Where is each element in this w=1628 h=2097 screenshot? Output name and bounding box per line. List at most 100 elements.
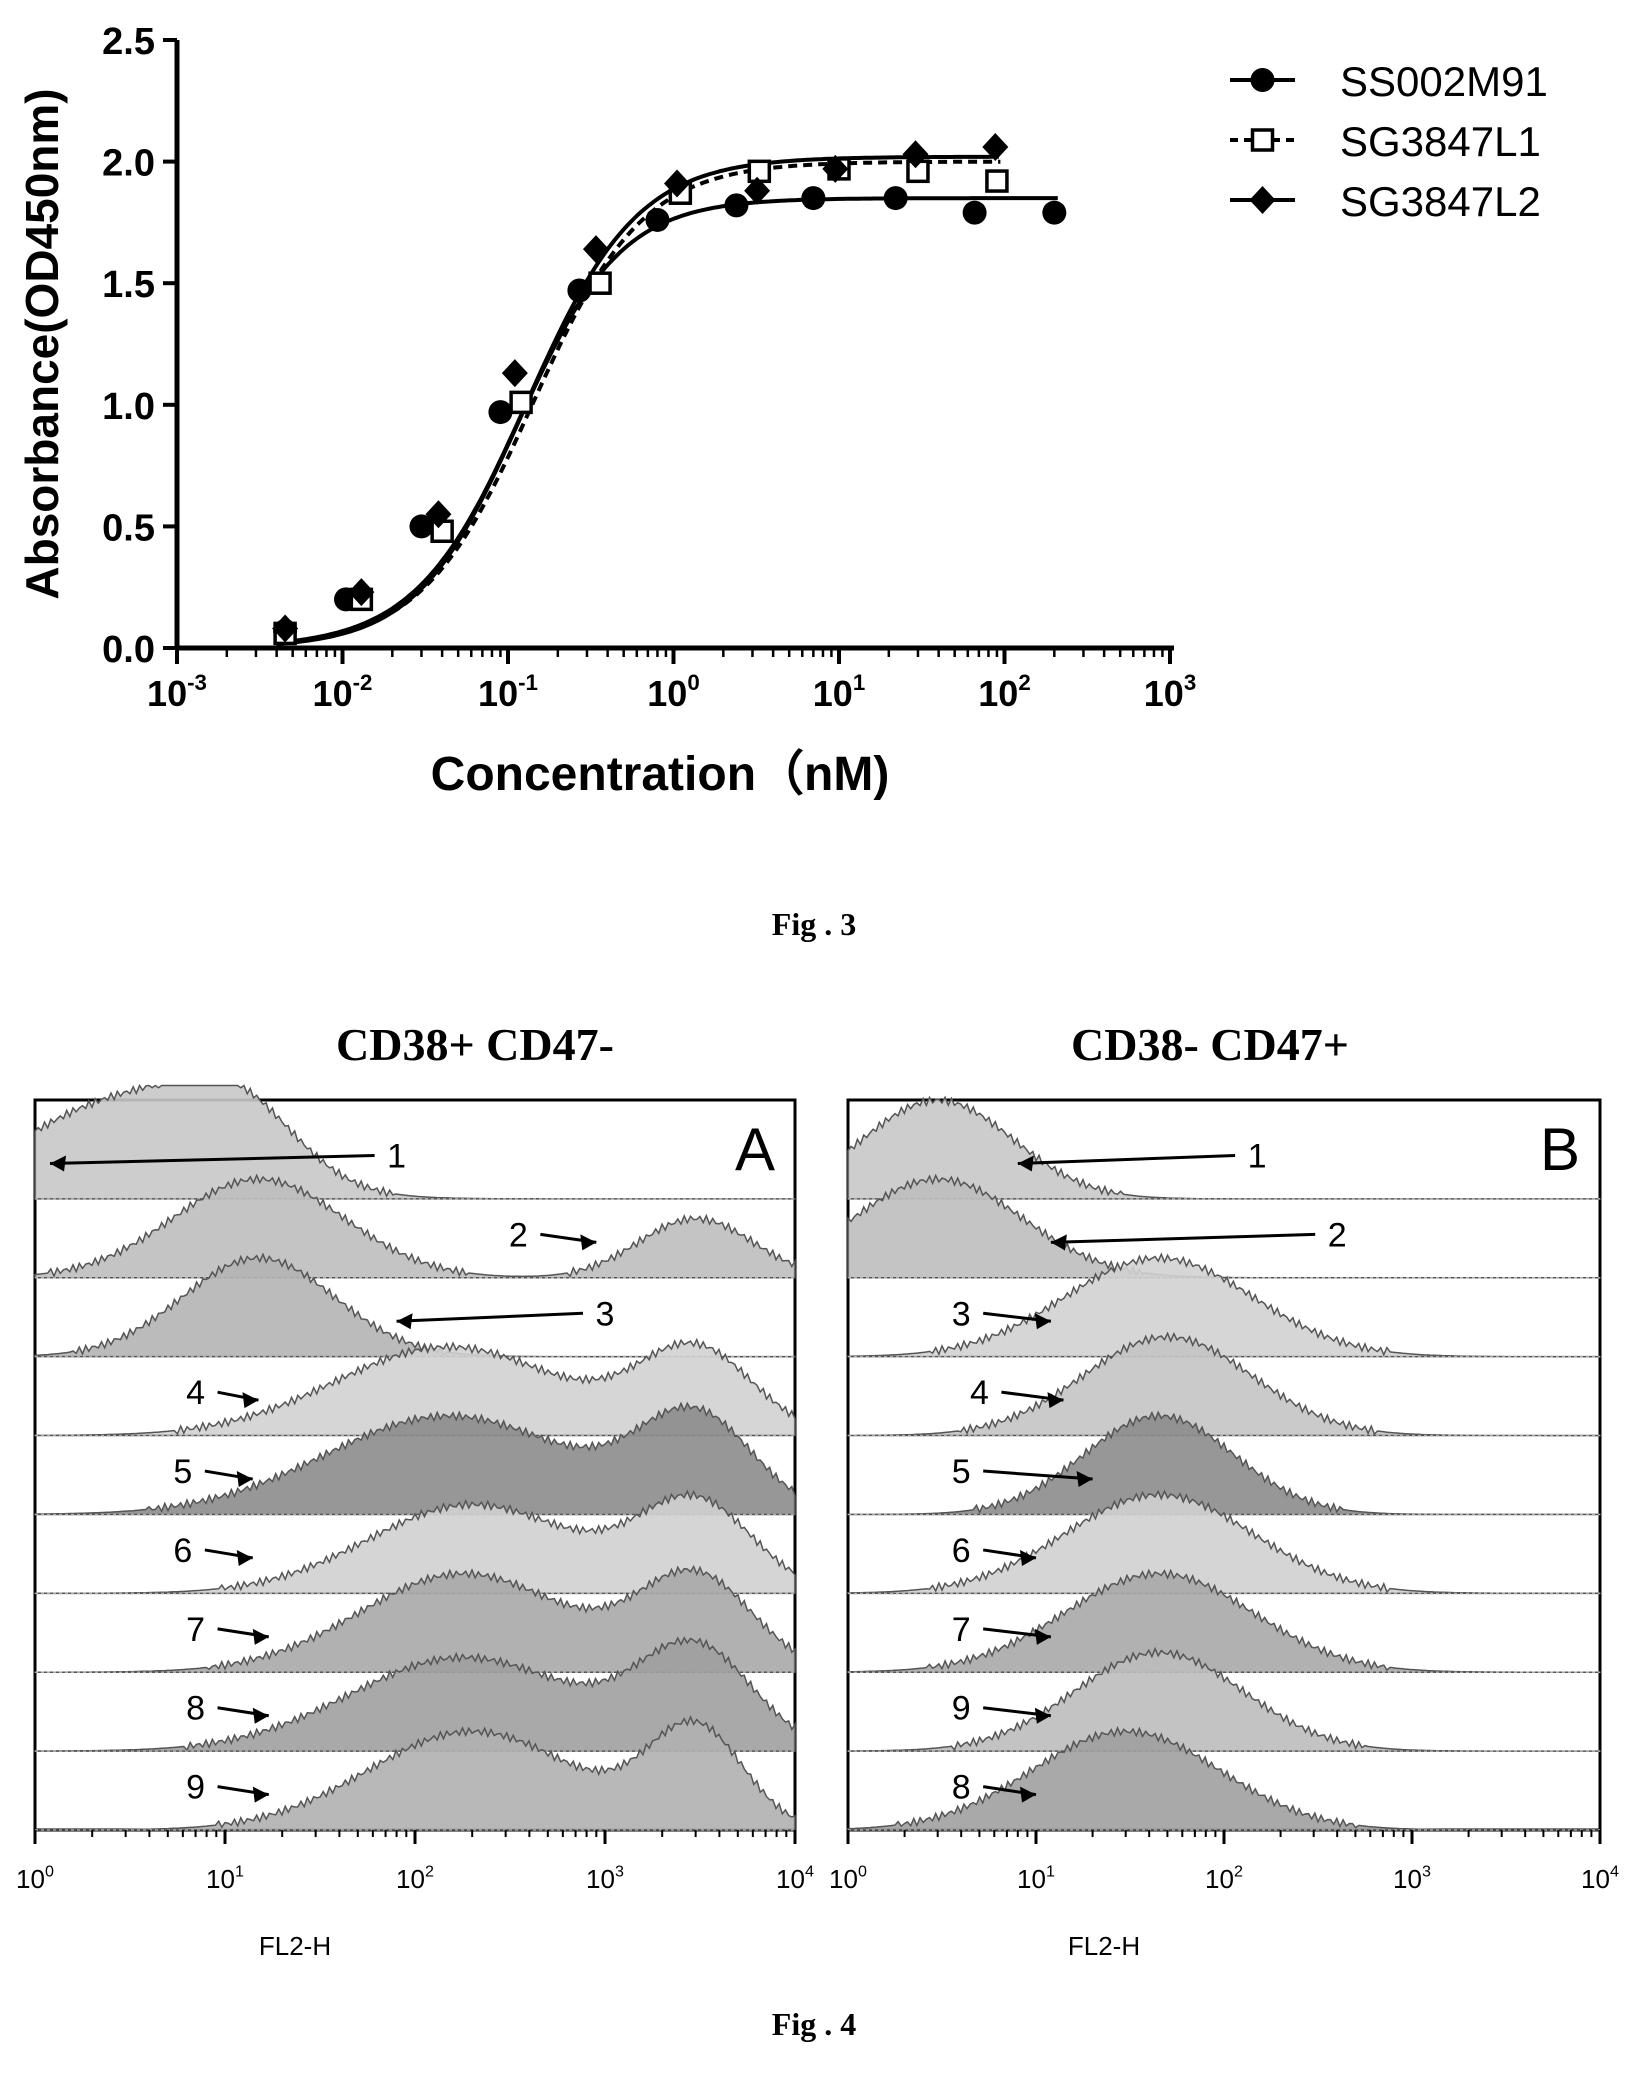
trace-arrow: [983, 1627, 1052, 1639]
data-point-SS002M91: [645, 207, 670, 232]
trace-label: 8: [186, 1690, 205, 1728]
histogram-trace-5: [847, 1410, 1601, 1516]
panel-frame: [33, 1098, 797, 1832]
trace-arrow: [982, 1785, 1037, 1797]
histogram-trace-3: [847, 1252, 1601, 1358]
binding-curve-chart: 0.0 0.5 1.0 1.5 2.0 2.5 10-3 10-2 10-1 100 101 102…: [16, 21, 1548, 942]
trace-label: 7: [952, 1611, 971, 1649]
x-tick-label: 100: [829, 1862, 867, 1894]
x-axis-title: Concentration（nM): [431, 748, 890, 801]
data-point-SG3847L2: [744, 176, 771, 205]
x-tick-label: 10-2: [313, 670, 373, 714]
trace-arrow: [217, 1390, 259, 1402]
trace-label: 5: [173, 1453, 192, 1491]
data-point-SG3847L1: [985, 169, 1009, 193]
data-point-SS002M91: [883, 186, 908, 211]
x-tick-label: 104: [776, 1862, 814, 1894]
histogram-trace-1: [847, 1095, 1601, 1200]
data-point-SG3847L2: [272, 614, 299, 643]
trace-arrowhead: [1034, 1628, 1051, 1645]
panel-a-title: CD38+ CD47-: [336, 1019, 614, 1070]
data-point-SG3847L2: [982, 133, 1009, 162]
data-point-SS002M91: [724, 193, 749, 218]
x-tick-label: 101: [206, 1862, 244, 1894]
data-point-SG3847L2: [664, 169, 691, 198]
trace-arrow: [204, 1469, 254, 1481]
trace-label: 6: [952, 1532, 971, 1570]
x-tick-label: 10-1: [478, 670, 538, 714]
x-tick-label: 101: [1017, 1862, 1055, 1894]
legend-label: SG3847L1: [1340, 118, 1541, 165]
trace-arrowhead: [252, 1786, 269, 1803]
trace-arrowhead: [1020, 1786, 1036, 1803]
data-point-SG3847L1: [509, 390, 533, 415]
legend-label: SS002M91: [1340, 58, 1548, 105]
data-point-SG3847L2: [582, 235, 609, 264]
fit-curve-SS002M91: [276, 196, 1058, 646]
trace-label: 9: [186, 1769, 205, 1807]
trace-arrowhead: [1034, 1313, 1051, 1330]
trace-label: 4: [186, 1374, 205, 1412]
trace-arrow: [217, 1706, 270, 1718]
legend-marker: [1250, 68, 1275, 92]
histogram-trace-7: [847, 1568, 1601, 1673]
x-tick-label: 103: [586, 1862, 624, 1894]
x-tick-label: 101: [813, 670, 865, 714]
trace-arrowhead: [236, 1471, 253, 1488]
trace-label: 1: [1248, 1138, 1267, 1176]
histogram-trace-4: [34, 1337, 796, 1437]
trace-label: 7: [186, 1611, 205, 1649]
x-tick-label: 103: [1393, 1862, 1431, 1894]
y-tick-label: 2.5: [102, 21, 155, 63]
histogram-trace-9: [35, 1714, 796, 1831]
trace-arrow: [217, 1785, 270, 1797]
data-point-SG3847L2: [348, 578, 375, 607]
x-tick-label: 104: [1581, 1862, 1619, 1894]
x-tick-label: 103: [1144, 670, 1196, 714]
trace-label: 3: [952, 1295, 971, 1333]
trace-arrowhead: [252, 1707, 269, 1724]
histogram-trace-6: [34, 1489, 796, 1595]
trace-label: 3: [596, 1295, 615, 1333]
trace-arrowhead: [580, 1234, 597, 1251]
histogram-trace-8: [847, 1725, 1600, 1831]
trace-arrow: [983, 1311, 1052, 1323]
trace-label: 6: [173, 1532, 192, 1570]
panel-b: B 1 2 3 4 5 6 7 9 8 100 101 102 103 104 FL2-H: [829, 1095, 1619, 1961]
histogram-trace-5: [34, 1401, 796, 1516]
histogram-trace-7: [34, 1564, 796, 1673]
trace-arrowhead: [1017, 1155, 1034, 1172]
data-point-SG3847L1: [588, 271, 612, 295]
x-axis-title: FL2-H: [259, 1931, 331, 1961]
histogram-trace-8: [34, 1636, 796, 1752]
legend-marker: [1250, 128, 1275, 152]
trace-arrowhead: [242, 1392, 259, 1409]
data-point-SS002M91: [488, 400, 513, 425]
y-tick-label: 0.5: [102, 507, 155, 549]
trace-label: 2: [509, 1216, 528, 1254]
histogram-trace-2: [847, 1173, 1601, 1279]
trace-arrow: [50, 1154, 375, 1165]
data-point-SS002M91: [962, 200, 987, 225]
trace-arrow: [204, 1548, 254, 1560]
legend: SS002M91 SG3847L1 SG3847L2: [1230, 58, 1548, 225]
data-point-SG3847L2: [425, 500, 452, 529]
histogram-trace-9: [847, 1646, 1601, 1752]
histogram-trace-2: [34, 1173, 796, 1279]
trace-arrowhead: [1050, 1234, 1067, 1251]
trace-arrowhead: [1076, 1471, 1093, 1488]
trace-label: 9: [952, 1690, 971, 1728]
x-tick-label: 102: [1205, 1862, 1243, 1894]
data-point-SG3847L2: [501, 359, 528, 388]
trace-arrowhead: [396, 1313, 413, 1330]
trace-label: 8: [952, 1769, 971, 1807]
y-tick-label: 2.0: [102, 143, 155, 185]
trace-arrowhead: [50, 1155, 67, 1172]
x-tick-label: 100: [16, 1862, 54, 1894]
data-point-SG3847L1: [747, 159, 772, 184]
histogram-trace-1: [34, 1083, 796, 1200]
data-point-SG3847L2: [902, 140, 929, 169]
histogram-trace-3: [34, 1252, 796, 1358]
trace-arrow: [217, 1627, 270, 1639]
trace-arrow: [1050, 1232, 1316, 1244]
